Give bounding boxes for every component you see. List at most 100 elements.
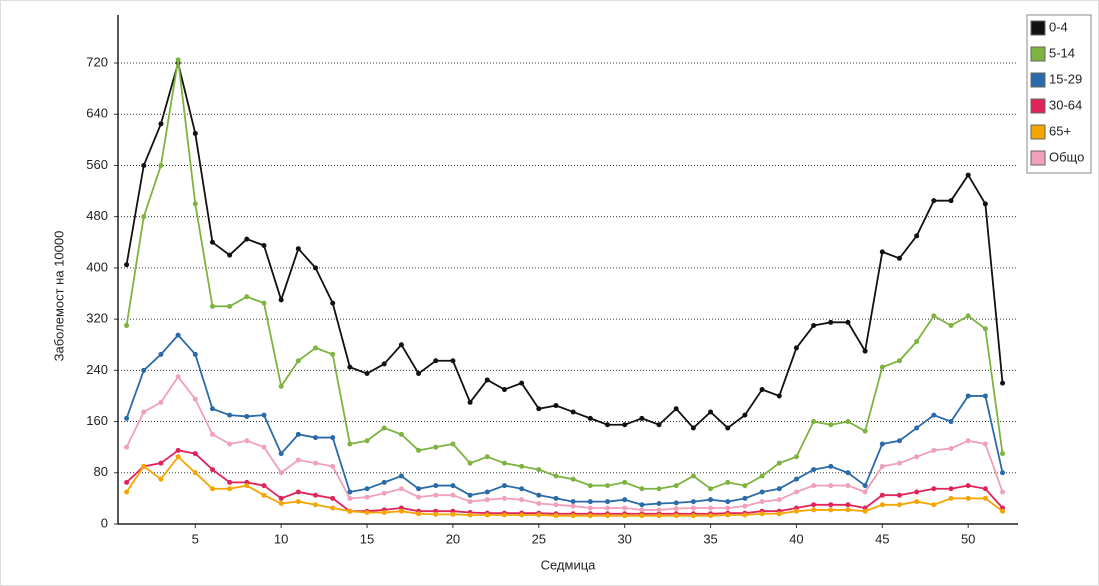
point xyxy=(330,463,336,469)
point xyxy=(708,505,714,511)
x-tick-label: 50 xyxy=(961,531,975,546)
point xyxy=(982,201,988,207)
point xyxy=(948,323,954,329)
point xyxy=(175,374,181,380)
point xyxy=(725,425,731,431)
point xyxy=(896,492,902,498)
legend-swatch xyxy=(1030,72,1046,88)
point xyxy=(158,476,164,482)
point xyxy=(948,495,954,501)
point xyxy=(519,486,525,492)
point xyxy=(965,313,971,319)
point xyxy=(313,492,319,498)
point xyxy=(158,162,164,168)
point xyxy=(501,495,507,501)
point xyxy=(536,406,542,412)
point xyxy=(261,242,267,248)
point xyxy=(295,499,301,505)
point xyxy=(467,512,473,518)
x-tick-label: 25 xyxy=(532,531,546,546)
point xyxy=(673,406,679,412)
legend-swatch xyxy=(1030,150,1046,166)
point xyxy=(811,323,817,329)
point xyxy=(690,425,696,431)
x-tick-label: 40 xyxy=(789,531,803,546)
point xyxy=(862,483,868,489)
point xyxy=(690,513,696,519)
point xyxy=(845,419,851,425)
point xyxy=(931,412,937,418)
y-tick-label: 720 xyxy=(86,54,108,69)
point xyxy=(158,460,164,466)
series-line xyxy=(125,59,1004,490)
point xyxy=(364,494,370,500)
point xyxy=(793,489,799,495)
point xyxy=(501,483,507,489)
series-line xyxy=(125,455,1004,517)
point xyxy=(914,339,920,345)
point xyxy=(553,513,559,519)
point xyxy=(536,492,542,498)
point xyxy=(467,399,473,405)
point xyxy=(656,501,662,507)
point xyxy=(553,495,559,501)
point xyxy=(725,512,731,518)
point xyxy=(398,342,404,348)
point xyxy=(570,513,576,519)
point xyxy=(845,507,851,513)
point xyxy=(708,513,714,519)
x-tick-label: 30 xyxy=(617,531,631,546)
point xyxy=(141,463,147,469)
point xyxy=(141,214,147,220)
point xyxy=(759,499,765,505)
point xyxy=(622,513,628,519)
point xyxy=(261,483,267,489)
point xyxy=(725,499,731,505)
point xyxy=(948,486,954,492)
point xyxy=(982,495,988,501)
point xyxy=(244,438,250,444)
legend-swatch xyxy=(1030,20,1046,36)
point xyxy=(690,499,696,505)
point xyxy=(948,445,954,451)
point xyxy=(244,483,250,489)
y-tick-label: 240 xyxy=(86,362,108,377)
point xyxy=(622,422,628,428)
point xyxy=(896,438,902,444)
point xyxy=(742,483,748,489)
point xyxy=(227,441,233,447)
point xyxy=(982,393,988,399)
point xyxy=(742,512,748,518)
point xyxy=(862,428,868,434)
legend-label: 65+ xyxy=(1049,123,1071,138)
point xyxy=(313,435,319,441)
series-line xyxy=(125,375,1004,511)
point xyxy=(793,345,799,351)
point xyxy=(879,502,885,508)
point xyxy=(879,492,885,498)
point xyxy=(622,505,628,511)
point xyxy=(639,507,645,513)
point xyxy=(261,444,267,450)
point xyxy=(845,470,851,476)
legend-label: 0-4 xyxy=(1049,19,1068,34)
legend-box xyxy=(1026,14,1092,174)
point xyxy=(347,364,353,370)
y-tick-label: 320 xyxy=(86,311,108,326)
point xyxy=(433,444,439,450)
point xyxy=(192,201,198,207)
point xyxy=(261,492,267,498)
point xyxy=(759,489,765,495)
point xyxy=(433,492,439,498)
point xyxy=(725,479,731,485)
point xyxy=(1000,489,1006,495)
point xyxy=(450,441,456,447)
point xyxy=(227,252,233,258)
point xyxy=(948,198,954,204)
point xyxy=(914,425,920,431)
point xyxy=(879,364,885,370)
point xyxy=(433,483,439,489)
point xyxy=(639,486,645,492)
point xyxy=(141,367,147,373)
point xyxy=(605,499,611,505)
